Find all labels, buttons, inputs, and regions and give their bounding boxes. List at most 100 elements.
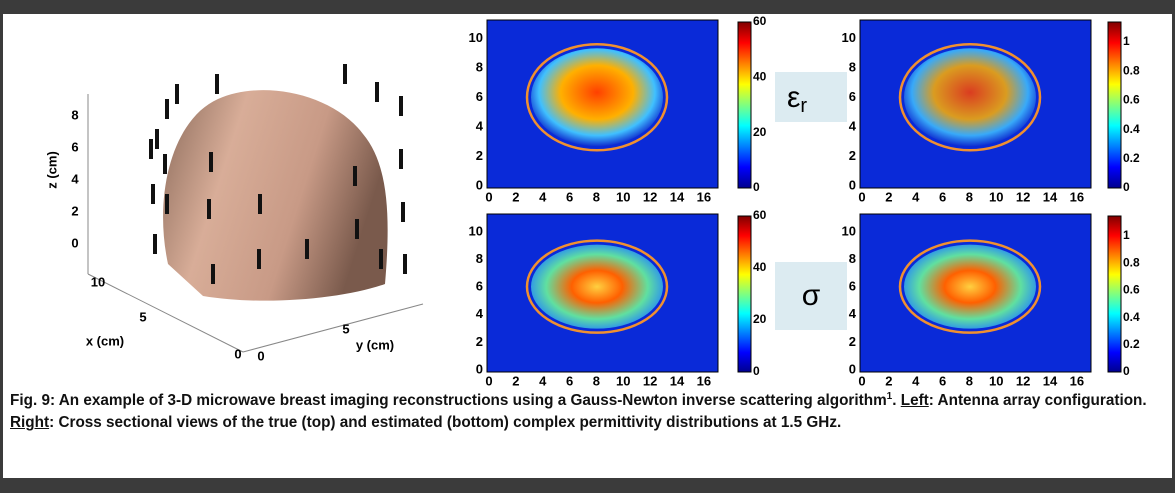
colorbar	[1108, 216, 1121, 372]
tick-label: 16	[1070, 373, 1084, 386]
tick-label: 4	[912, 189, 920, 204]
tick-label: 8	[966, 373, 973, 386]
colorbar-tick-label: 0	[753, 364, 760, 378]
tick-label: 10	[989, 189, 1003, 204]
caption-left-label: Left	[901, 392, 929, 409]
axis-label: x (cm)	[86, 333, 124, 348]
subscript: r	[800, 95, 807, 117]
colorbar	[1108, 22, 1121, 188]
colorbar-tick-label: 0.2	[1123, 337, 1140, 351]
caption: Fig. 9: An example of 3-D microwave brea…	[10, 386, 1160, 434]
caption-right-label: Right	[10, 414, 49, 431]
tick-label: 2	[71, 203, 78, 218]
tick-label: 6	[566, 189, 573, 204]
tick-label: 6	[71, 139, 78, 154]
tick-label: 4	[912, 373, 920, 386]
colorbar-tick-label: 1	[1123, 228, 1130, 242]
tick-label: 4	[71, 171, 79, 186]
colorbar-tick-label: 0.4	[1123, 122, 1140, 136]
tick-label: 8	[476, 251, 483, 266]
tick-label: 2	[849, 334, 856, 349]
tick-label: 14	[1043, 373, 1058, 386]
tick-label: 4	[539, 373, 547, 386]
colorbar-tick-label: 1	[1123, 34, 1130, 48]
colorbar-tick-label: 0	[1123, 180, 1130, 194]
caption-ref: 1	[887, 391, 893, 402]
tick-label: 4	[849, 306, 857, 321]
colorbar-tick-label: 40	[753, 260, 767, 274]
tick-label: 0	[858, 189, 865, 204]
tick-label: 0	[849, 361, 856, 376]
tick-label: 2	[476, 334, 483, 349]
tick-label: 6	[939, 373, 946, 386]
colorbar-tick-label: 0	[753, 180, 760, 194]
tick-label: 0	[485, 373, 492, 386]
tick-label: 10	[616, 373, 630, 386]
tick-label: 12	[1016, 373, 1030, 386]
tick-label: 14	[670, 189, 685, 204]
tick-label: 10	[616, 189, 630, 204]
colorbar-tick-label: 0.4	[1123, 310, 1140, 324]
breast-surface	[163, 90, 388, 300]
tick-label: 4	[476, 306, 484, 321]
symbol: ε	[787, 81, 800, 114]
colorbar-tick-label: 0.2	[1123, 151, 1140, 165]
tick-label: 5	[139, 309, 146, 324]
colorbar-tick-label: 0.8	[1123, 255, 1140, 269]
tick-label: 8	[476, 60, 483, 75]
tick-label: 0	[476, 361, 483, 376]
tick-label: 14	[1043, 189, 1058, 204]
tick-label: 4	[476, 119, 484, 134]
axis-line	[243, 304, 423, 352]
colorbar-tick-label: 0.6	[1123, 283, 1140, 297]
antenna-model	[88, 64, 423, 352]
tick-label: 2	[885, 189, 892, 204]
tick-label: 0	[234, 346, 241, 361]
colorbar-tick-label: 20	[753, 312, 767, 326]
tick-label: 6	[939, 189, 946, 204]
tick-label: 2	[512, 373, 519, 386]
tick-label: 6	[476, 89, 483, 104]
tick-label: 16	[697, 189, 711, 204]
colorbar-tick-label: 20	[753, 125, 767, 139]
colorbar-tick-label: 0.6	[1123, 93, 1140, 107]
colorbar-tick-label: 60	[753, 14, 767, 28]
tick-label: 2	[512, 189, 519, 204]
tick-label: 6	[476, 279, 483, 294]
tick-label: 0	[849, 177, 856, 192]
tick-label: 12	[643, 373, 657, 386]
tick-label: 4	[849, 119, 857, 134]
tick-label: 2	[849, 148, 856, 163]
caption-lead: Fig. 9: An example of 3-D microwave brea…	[10, 392, 887, 409]
caption-right-text: : Cross sectional views of the true (top…	[49, 414, 841, 431]
tick-label: 2	[885, 373, 892, 386]
colorbar-tick-label: 0.8	[1123, 63, 1140, 77]
tick-label: 12	[1016, 189, 1030, 204]
colorbar-tick-label: 60	[753, 208, 767, 222]
colorbar-tick-label: 0	[1123, 364, 1130, 378]
tick-label: 6	[849, 89, 856, 104]
tick-label: 10	[842, 30, 856, 45]
label-box	[775, 72, 847, 122]
tissue-region	[904, 48, 1036, 146]
tick-label: 6	[849, 279, 856, 294]
tissue-region	[531, 48, 663, 146]
cross-section-map: 024681012141602468100204060	[469, 208, 767, 386]
tick-label: 8	[593, 189, 600, 204]
tick-label: 0	[476, 177, 483, 192]
tick-label: 14	[670, 373, 685, 386]
tick-label: 8	[849, 251, 856, 266]
tick-label: 10	[91, 274, 105, 289]
axis-label: y (cm)	[356, 337, 394, 352]
tick-label: 10	[989, 373, 1003, 386]
tick-label: 16	[697, 373, 711, 386]
tick-label: 2	[476, 148, 483, 163]
tick-label: 10	[469, 30, 483, 45]
axis-label: z (cm)	[44, 151, 59, 189]
caption-left-text: : Antenna array configuration.	[929, 392, 1147, 409]
tick-label: 6	[566, 373, 573, 386]
tissue-region	[904, 245, 1036, 329]
